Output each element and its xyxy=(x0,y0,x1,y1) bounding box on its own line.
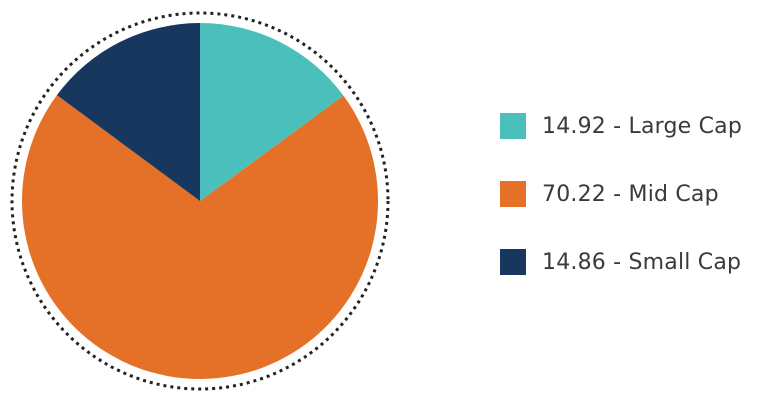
chart-legend: 14.92 - Large Cap 70.22 - Mid Cap 14.86 … xyxy=(500,112,742,276)
pie-outline-dotted-ring xyxy=(10,11,390,391)
pie-slice-small-cap xyxy=(56,23,201,201)
pie-slices xyxy=(21,23,378,379)
pie-chart xyxy=(10,11,390,391)
legend-item-small-cap: 14.86 - Small Cap xyxy=(500,248,742,276)
legend-item-large-cap: 14.92 - Large Cap xyxy=(500,112,742,140)
pie-slice-large-cap xyxy=(200,23,344,201)
legend-swatch-small-cap xyxy=(500,249,526,275)
legend-label-small-cap: 14.86 - Small Cap xyxy=(542,249,742,275)
legend-item-mid-cap: 70.22 - Mid Cap xyxy=(500,180,742,208)
legend-label-mid-cap: 70.22 - Mid Cap xyxy=(542,181,719,207)
pie-slice-mid-cap xyxy=(21,95,378,379)
legend-label-large-cap: 14.92 - Large Cap xyxy=(542,113,743,139)
legend-swatch-mid-cap xyxy=(500,181,526,207)
legend-swatch-large-cap xyxy=(500,113,526,139)
